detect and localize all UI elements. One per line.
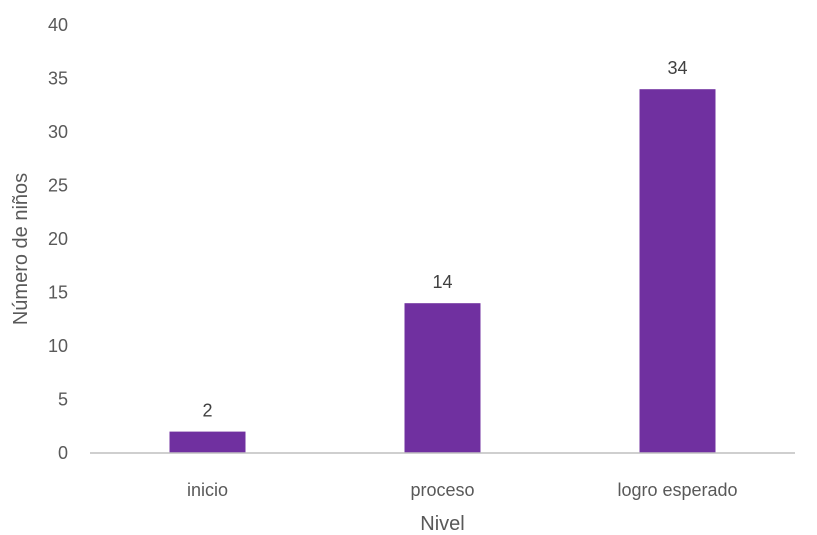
data-label: 2 <box>202 401 212 421</box>
x-tick-label: logro esperado <box>617 480 737 500</box>
y-tick-label: 20 <box>48 229 68 249</box>
y-tick-label: 15 <box>48 283 68 303</box>
data-label: 34 <box>667 58 687 78</box>
y-tick-label: 40 <box>48 15 68 35</box>
y-tick-label: 25 <box>48 176 68 196</box>
bars-group <box>169 89 716 453</box>
data-labels-group: 2 14 34 <box>202 58 687 420</box>
y-tick-label: 5 <box>58 390 68 410</box>
y-tick-label: 35 <box>48 69 68 89</box>
bar <box>169 431 246 453</box>
data-label: 14 <box>432 272 452 292</box>
y-tick-label: 30 <box>48 122 68 142</box>
bar <box>639 89 716 453</box>
x-axis-ticks: inicio proceso logro esperado <box>187 480 738 500</box>
x-tick-label: inicio <box>187 480 228 500</box>
x-axis-title: Nivel <box>420 513 464 535</box>
x-tick-label: proceso <box>410 480 474 500</box>
bar <box>404 303 481 453</box>
y-tick-label: 10 <box>48 336 68 356</box>
y-axis-ticks: 0 5 10 15 20 25 30 35 40 <box>48 15 68 463</box>
y-axis-title: Número de niños <box>10 173 32 325</box>
y-tick-label: 0 <box>58 443 68 463</box>
